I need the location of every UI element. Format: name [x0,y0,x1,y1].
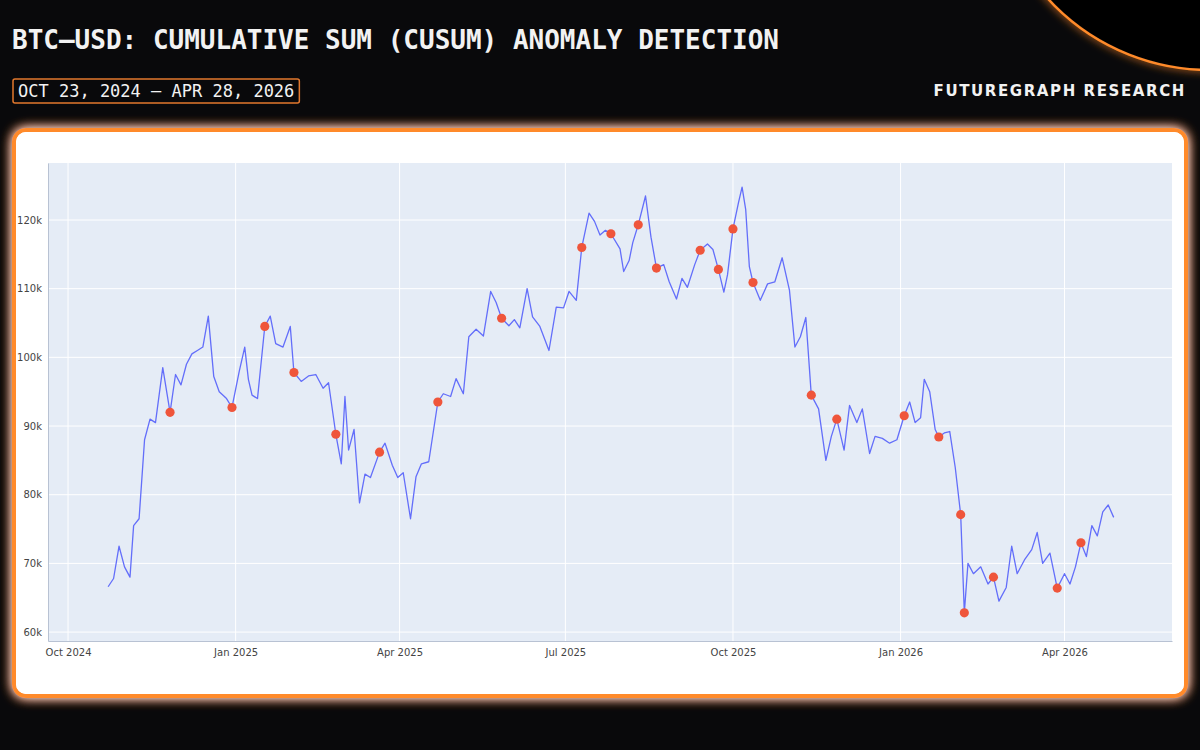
anomaly-point [165,408,174,417]
grid-line-y [48,632,1172,633]
grid-line-x [900,163,901,641]
grid-line-y [48,426,1172,427]
anomaly-point [497,314,506,323]
anomaly-point [375,448,384,457]
chart-canvas: BTC–USD: CUMULATIVE SUM (CUSUM) ANOMALY … [0,0,1200,750]
y-tick-label: 70k [23,558,42,569]
anomaly-point [960,608,969,617]
x-tick: Apr 2026 [1042,641,1088,658]
grid-line-x [565,163,566,641]
x-tick-label: Jan 2026 [878,647,923,658]
y-tick: 90k [23,421,48,432]
panel-glow [14,130,1186,696]
grid-line-x [68,163,69,641]
x-tick: Oct 2024 [46,641,92,658]
plot-area [48,163,1172,641]
x-tick-label: Jul 2025 [545,647,587,658]
anomaly-point [634,220,643,229]
y-tick-label: 120k [17,215,42,226]
anomaly-point [748,278,757,287]
grid-line-y [48,563,1172,564]
anomaly-point [289,368,298,377]
x-tick: Jul 2025 [545,641,587,658]
data-layer [108,187,1114,617]
grid-line-x [1064,163,1065,641]
y-axis-line [48,164,49,642]
grid-line-y [48,220,1172,221]
y-tick-label: 110k [17,283,42,294]
anomaly-point [714,265,723,274]
x-tick-label: Oct 2025 [711,647,757,658]
x-tick: Jan 2026 [878,641,923,658]
x-tick: Oct 2025 [711,641,757,658]
y-axis: 60k 70k 80k 90k 100k 110k 120k [17,164,48,642]
anomaly-point [577,243,586,252]
y-tick: 110k [17,283,48,294]
y-tick: 120k [17,215,48,226]
x-tick-label: Apr 2025 [377,647,423,658]
anomaly-point [900,411,909,420]
anomaly-point [696,246,705,255]
y-tick: 100k [17,352,48,363]
anomaly-point [1053,584,1062,593]
eclipse-arc [990,0,1200,70]
anomaly-point [260,322,269,331]
anomaly-point [832,415,841,424]
y-tick-label: 80k [23,489,42,500]
grid-line-y [48,357,1172,358]
background [0,0,1200,750]
anomaly-point [728,224,737,233]
anomaly-point [433,397,442,406]
subtitle-box [13,79,299,103]
anomaly-point [989,573,998,582]
y-tick-label: 90k [23,421,42,432]
y-tick: 70k [23,558,48,569]
y-tick-label: 100k [17,352,42,363]
anomaly-point [606,229,615,238]
anomaly-point [956,510,965,519]
anomaly-point [227,403,236,412]
anomaly-point [1076,538,1085,547]
x-tick-label: Jan 2025 [213,647,258,658]
anomaly-point [807,391,816,400]
y-tick: 80k [23,489,48,500]
x-tick-label: Apr 2026 [1042,647,1088,658]
anomaly-point [331,430,340,439]
grid [48,163,1172,641]
x-tick: Jan 2025 [213,641,258,658]
anomaly-point [652,263,661,272]
subtitle: OCT 23, 2024 – APR 28, 2026 [18,81,294,101]
panel [16,132,1184,694]
grid-line-x [235,163,236,641]
price-line [108,187,1114,613]
x-axis-line [49,641,1173,642]
chart-title: BTC–USD: CUMULATIVE SUM (CUSUM) ANOMALY … [12,25,779,55]
grid-line-y [48,494,1172,495]
anomaly-point [934,432,943,441]
grid-line-x [399,163,400,641]
x-tick-label: Oct 2024 [46,647,92,658]
grid-line-y [48,288,1172,289]
brand-label: FUTUREGRAPH RESEARCH [934,82,1186,100]
y-tick-label: 60k [23,627,42,638]
y-tick: 60k [23,627,48,638]
x-axis: Oct 2024 Jan 2025 Apr 2025 Jul 2025 Oct 2025… [46,641,1173,658]
x-tick: Apr 2025 [377,641,423,658]
